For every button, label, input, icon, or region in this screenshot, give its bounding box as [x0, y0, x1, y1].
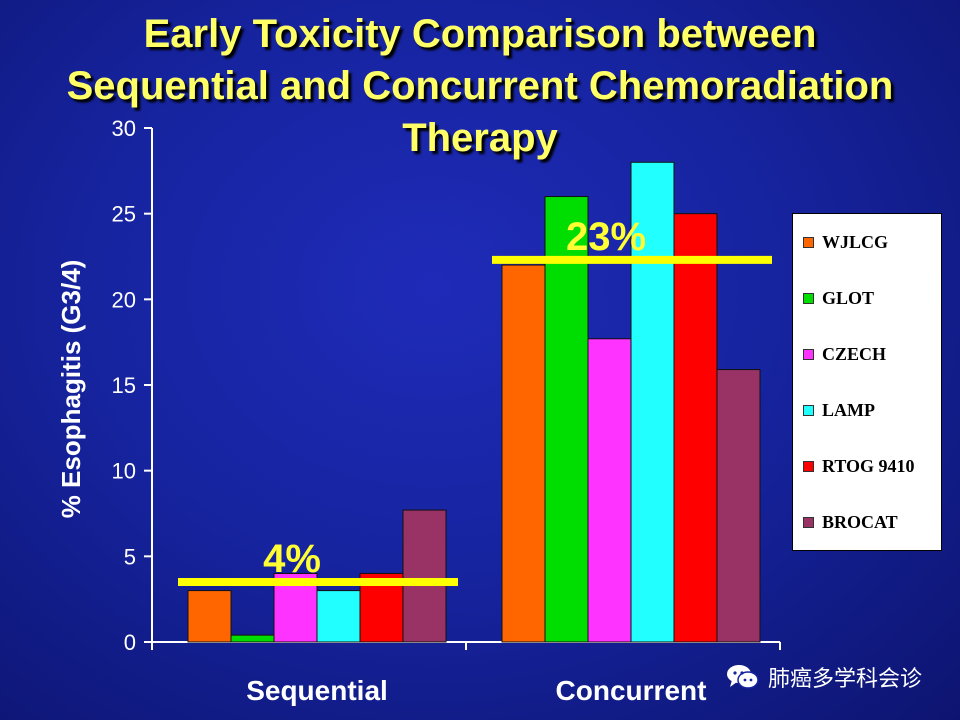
chart-labels: 0 5 10 15 20 25 30 % Esophagitis (G3/4) Sequenti… [56, 116, 706, 706]
title-line-1: Early Toxicity Comparison between [143, 12, 817, 56]
legend-swatch [803, 516, 814, 528]
chart-legend: WJLCG GLOT CZECH LAMP RTOG 9410 BROCAT [792, 213, 942, 551]
legend-item-glot: GLOT [803, 286, 874, 310]
bar-brocat-sequential [402, 509, 447, 643]
legend-swatch [803, 292, 814, 304]
legend-item-czech: CZECH [803, 342, 886, 366]
legend-label: RTOG 9410 [822, 455, 915, 476]
bar-glot-concurrent [544, 196, 589, 643]
legend-swatch [803, 460, 814, 472]
legend-label: WJLCG [822, 231, 889, 252]
y-tick-label: 0 [124, 630, 136, 655]
legend-item-lamp: LAMP [803, 398, 875, 422]
average-label-concurrent: 23% [566, 215, 646, 259]
title-line-2: Sequential and Concurrent Chemoradiation [66, 64, 894, 108]
y-tick-label: 20 [112, 287, 136, 312]
legend-label: LAMP [822, 399, 875, 420]
legend-item-wjlcg: WJLCG [803, 230, 888, 254]
chart-title: Early Toxicity Comparison between Sequen… [0, 8, 960, 164]
legend-swatch [803, 404, 814, 416]
legend-item-brocat: BROCAT [803, 510, 898, 534]
y-tick-label: 10 [112, 459, 136, 484]
legend-swatch [803, 236, 814, 248]
bar-wjlcg-sequential [187, 590, 232, 643]
bar-wjlcg-concurrent [501, 264, 546, 643]
legend-swatch [803, 348, 814, 360]
watermark-text: 肺癌多学科会诊 [768, 667, 923, 692]
y-tick-label: 25 [112, 202, 136, 227]
bar-lamp-concurrent [630, 161, 675, 643]
bar-czech-concurrent [587, 338, 632, 643]
average-lines [178, 255, 772, 587]
x-category-label: Sequential [246, 675, 388, 706]
title-line-3: Therapy [402, 116, 558, 160]
bar-rtog-9410-concurrent [673, 213, 718, 643]
y-axis-label: % Esophagitis (G3/4) [56, 260, 86, 519]
bar-brocat-concurrent [716, 369, 761, 643]
watermark: 肺癌多学科会诊 [726, 660, 922, 694]
bar-glot-sequential [230, 634, 275, 643]
bar-lamp-sequential [316, 590, 361, 643]
legend-label: CZECH [822, 343, 887, 364]
y-tick-label: 30 [112, 116, 136, 141]
legend-label: BROCAT [822, 511, 898, 532]
chat-bubbles-icon [726, 663, 760, 691]
y-tick-label: 5 [124, 544, 136, 569]
legend-label: GLOT [822, 287, 875, 308]
average-label-sequential: 4% [263, 537, 321, 581]
x-category-label: Concurrent [556, 675, 707, 706]
legend-item-rtog-9410: RTOG 9410 [803, 454, 915, 478]
y-tick-label: 15 [112, 373, 136, 398]
